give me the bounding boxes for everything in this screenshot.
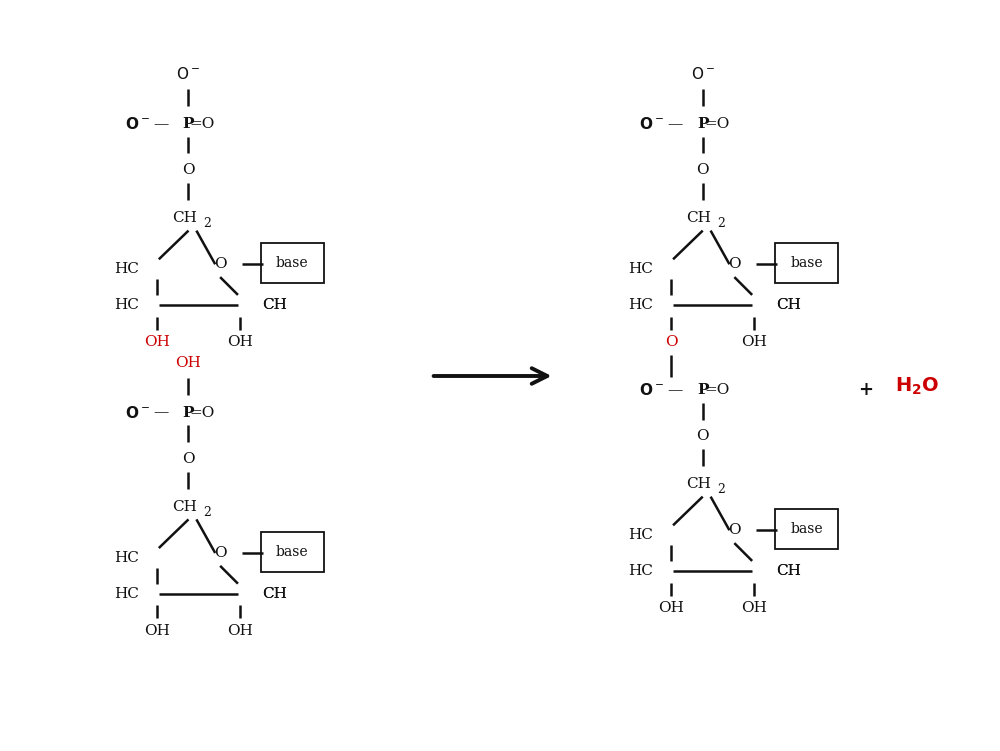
Text: CH: CH	[776, 564, 801, 578]
Text: HC: HC	[114, 551, 139, 565]
Text: CH: CH	[686, 211, 711, 225]
Text: $\mathbf{O}^-$: $\mathbf{O}^-$	[125, 405, 150, 421]
Text: $\mathbf{O}^-$: $\mathbf{O}^-$	[639, 116, 664, 132]
Text: CH: CH	[262, 298, 287, 312]
Text: base: base	[276, 545, 309, 559]
Text: CH: CH	[776, 564, 801, 578]
Text: $\mathbf{O}^-$: $\mathbf{O}^-$	[125, 116, 150, 132]
FancyBboxPatch shape	[775, 509, 838, 549]
Text: 2: 2	[718, 217, 725, 231]
Text: O: O	[182, 163, 195, 177]
Text: OH: OH	[741, 336, 767, 349]
Text: OH: OH	[741, 602, 767, 615]
Text: O: O	[665, 336, 677, 349]
Text: OH: OH	[227, 336, 253, 349]
Text: HC: HC	[628, 262, 653, 276]
Text: O: O	[182, 452, 195, 466]
FancyBboxPatch shape	[775, 243, 838, 283]
Text: +: +	[858, 381, 873, 399]
Text: CH: CH	[686, 477, 711, 491]
Text: OH: OH	[658, 602, 684, 615]
Text: CH: CH	[172, 211, 197, 225]
Text: CH: CH	[776, 298, 801, 312]
Text: 2: 2	[203, 217, 211, 231]
Text: CH: CH	[262, 587, 287, 601]
Text: base: base	[276, 256, 309, 270]
FancyBboxPatch shape	[261, 532, 324, 572]
Text: —: —	[667, 383, 683, 397]
Text: O: O	[728, 523, 741, 537]
Text: O: O	[214, 258, 226, 271]
Text: base: base	[790, 522, 823, 536]
Text: OH: OH	[176, 356, 201, 370]
Text: OH: OH	[227, 624, 253, 638]
Text: =O: =O	[704, 117, 729, 131]
Text: =O: =O	[704, 383, 729, 397]
Text: P: P	[697, 117, 708, 131]
Text: —: —	[667, 117, 683, 131]
Text: $\mathrm{O}^-$: $\mathrm{O}^-$	[176, 66, 201, 83]
Text: O: O	[214, 546, 226, 560]
Text: OH: OH	[144, 336, 170, 349]
Text: CH: CH	[262, 298, 287, 312]
Text: $\mathrm{O}^-$: $\mathrm{O}^-$	[691, 66, 715, 83]
Text: HC: HC	[114, 587, 139, 601]
Text: =O: =O	[190, 117, 215, 131]
Text: O: O	[728, 258, 741, 271]
Text: HC: HC	[628, 298, 653, 312]
Text: P: P	[183, 117, 194, 131]
Text: =O: =O	[190, 406, 215, 420]
Text: $\mathbf{O}^-$: $\mathbf{O}^-$	[639, 382, 664, 398]
Text: HC: HC	[628, 528, 653, 542]
FancyBboxPatch shape	[261, 243, 324, 283]
Text: base: base	[790, 256, 823, 270]
Text: O: O	[696, 163, 709, 177]
Text: HC: HC	[114, 262, 139, 276]
Text: —: —	[153, 117, 168, 131]
Text: CH: CH	[172, 499, 197, 514]
Text: 2: 2	[718, 483, 725, 496]
Text: P: P	[183, 406, 194, 420]
Text: CH: CH	[262, 587, 287, 601]
Text: OH: OH	[144, 624, 170, 638]
Text: —: —	[153, 406, 168, 420]
Text: $\mathbf{H_2O}$: $\mathbf{H_2O}$	[895, 376, 939, 397]
Text: P: P	[697, 383, 708, 397]
Text: CH: CH	[776, 298, 801, 312]
Text: HC: HC	[628, 564, 653, 578]
Text: HC: HC	[114, 298, 139, 312]
Text: 2: 2	[203, 506, 211, 519]
Text: O: O	[696, 430, 709, 443]
